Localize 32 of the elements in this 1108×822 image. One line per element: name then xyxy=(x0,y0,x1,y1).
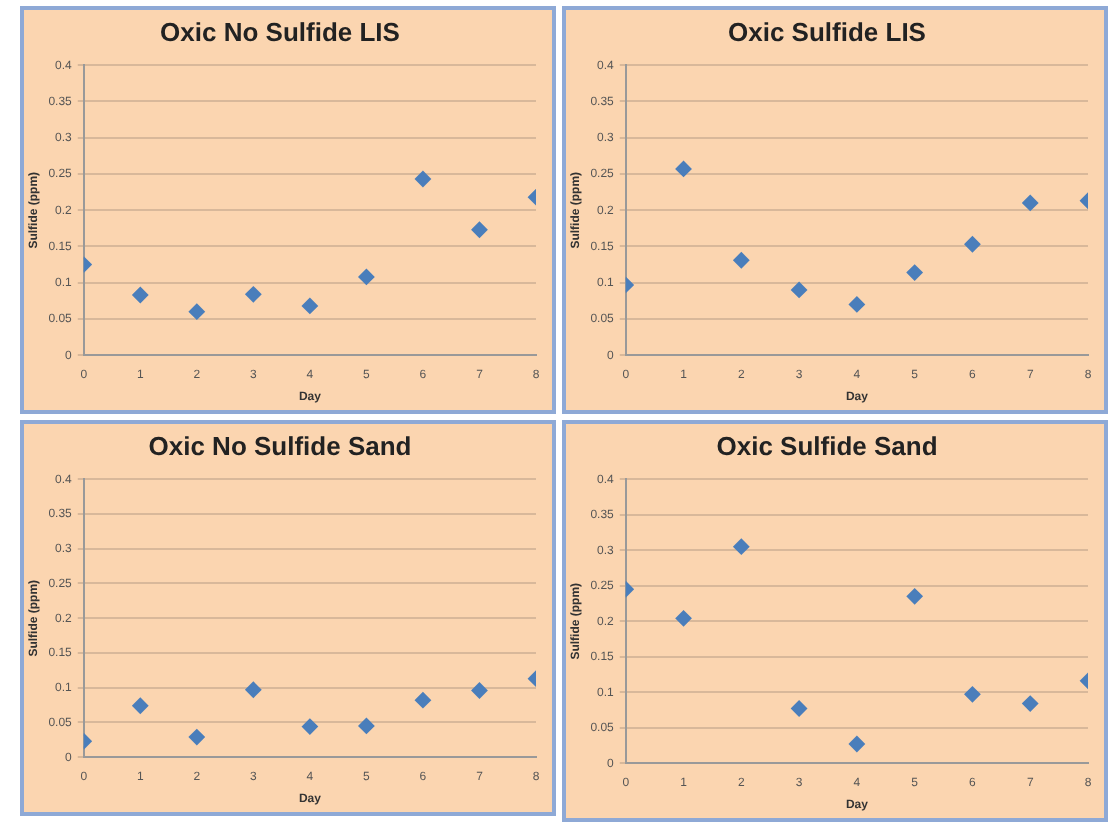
point xyxy=(733,538,750,555)
point xyxy=(964,236,981,253)
point xyxy=(791,281,808,298)
point xyxy=(675,610,692,627)
point xyxy=(1022,695,1039,712)
point xyxy=(906,264,923,281)
point xyxy=(1022,194,1039,211)
point xyxy=(245,286,262,303)
point xyxy=(132,287,149,304)
point xyxy=(358,717,375,734)
point xyxy=(245,681,262,698)
point xyxy=(848,736,865,753)
point xyxy=(791,700,808,717)
chart-title: Oxic No Sulfide Sand xyxy=(148,430,412,461)
point xyxy=(358,268,375,285)
point xyxy=(301,297,318,314)
point xyxy=(188,729,205,746)
chart-title: Oxic Sulfide Sand xyxy=(716,430,938,461)
point xyxy=(132,697,149,714)
point xyxy=(301,718,318,735)
point xyxy=(471,682,488,699)
point xyxy=(471,221,488,238)
point xyxy=(188,303,205,320)
point xyxy=(733,252,750,269)
point xyxy=(675,160,692,177)
point xyxy=(414,692,431,709)
point xyxy=(964,686,981,703)
chart-title: Oxic No Sulfide LIS xyxy=(160,16,401,47)
point xyxy=(414,171,431,188)
chart-title: Oxic Sulfide LIS xyxy=(728,16,927,47)
point xyxy=(906,588,923,605)
point xyxy=(848,296,865,313)
